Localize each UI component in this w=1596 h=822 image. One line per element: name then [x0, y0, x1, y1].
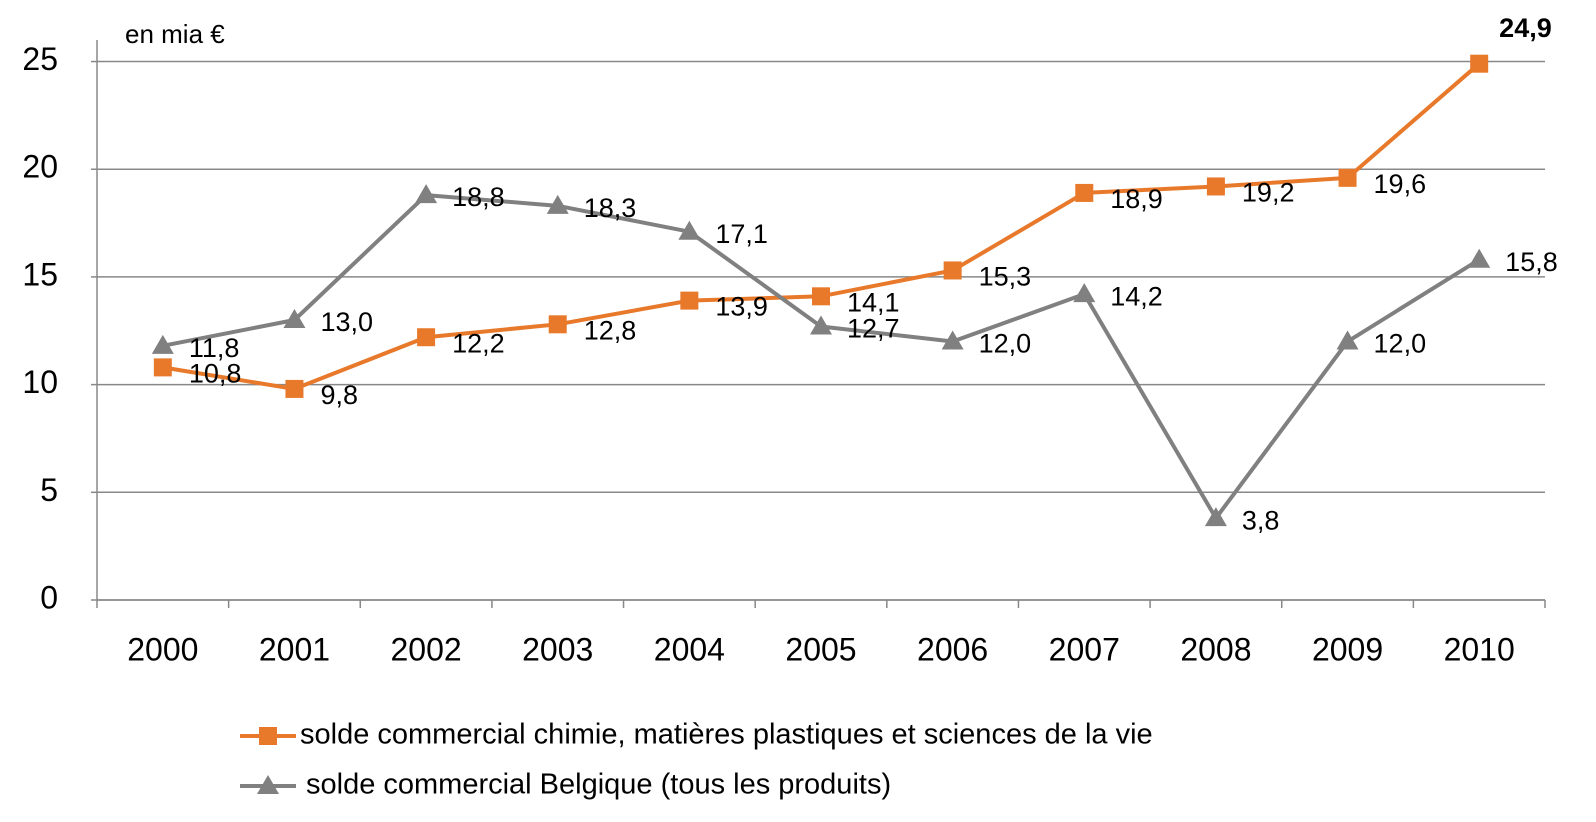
data-label: 24,9 — [1499, 13, 1552, 43]
x-tick-label: 2003 — [522, 631, 593, 667]
marker — [283, 309, 306, 328]
marker — [1073, 283, 1096, 303]
data-label: 15,8 — [1505, 247, 1558, 277]
marker — [1468, 248, 1491, 268]
x-tick-label: 2000 — [127, 631, 198, 667]
data-label: 12,8 — [584, 315, 637, 345]
marker — [548, 315, 567, 334]
data-label: 10,8 — [189, 359, 242, 389]
legend-marker — [257, 775, 279, 794]
marker — [1204, 507, 1227, 527]
data-label: 12,0 — [1374, 329, 1427, 359]
marker — [943, 261, 962, 280]
x-tick-label: 2007 — [1049, 631, 1120, 667]
x-tick-label: 2002 — [390, 631, 461, 667]
legend-label: solde commercial Belgique (tous les prod… — [306, 769, 891, 801]
data-label: 14,2 — [1110, 281, 1163, 311]
data-label: 18,3 — [584, 193, 637, 223]
x-tick-label: 2006 — [917, 631, 988, 667]
series-line — [162, 62, 1481, 391]
data-label: 19,2 — [1242, 178, 1295, 208]
data-label: 18,9 — [1110, 184, 1163, 214]
y-tick-label: 20 — [22, 149, 58, 185]
data-label: 14,1 — [847, 287, 900, 317]
data-label: 13,9 — [715, 292, 768, 322]
unit-annotation: en mia € — [125, 19, 225, 49]
data-label: 17,1 — [715, 219, 768, 249]
x-tick-label: 2008 — [1180, 631, 1251, 667]
marker — [941, 330, 964, 350]
marker — [1206, 177, 1225, 196]
marker — [810, 315, 832, 335]
legend-label: solde commercial chimie, matières plasti… — [300, 719, 1153, 751]
x-tick-label: 2010 — [1444, 631, 1515, 667]
y-tick-label: 5 — [40, 472, 58, 508]
data-label: 11,8 — [189, 333, 240, 363]
series-line — [162, 193, 1481, 521]
x-tick-label: 2009 — [1312, 631, 1383, 667]
marker — [415, 184, 438, 204]
y-tick-label: 15 — [22, 256, 58, 292]
marker — [417, 328, 436, 347]
marker — [1470, 54, 1489, 73]
x-tick-label: 2001 — [259, 631, 330, 667]
data-label: 12,7 — [847, 314, 900, 344]
marker — [680, 291, 699, 310]
data-label: 15,3 — [979, 262, 1032, 292]
marker — [151, 334, 174, 354]
marker — [546, 194, 569, 214]
data-label: 13,0 — [320, 307, 373, 337]
marker — [285, 379, 304, 398]
data-label: 18,8 — [452, 182, 505, 212]
y-tick-label: 0 — [40, 579, 58, 615]
y-tick-label: 25 — [22, 41, 58, 77]
marker — [678, 220, 701, 240]
marker — [812, 287, 830, 306]
x-tick-label: 2004 — [654, 631, 725, 667]
data-label: 19,6 — [1374, 169, 1427, 199]
data-label: 3,8 — [1242, 505, 1280, 535]
data-label: 12,0 — [979, 329, 1032, 359]
marker — [1336, 330, 1359, 350]
y-tick-label: 10 — [22, 364, 58, 400]
legend-marker — [259, 727, 277, 745]
marker — [1338, 168, 1357, 187]
marker — [153, 358, 172, 377]
x-tick-label: 2005 — [785, 631, 856, 667]
marker — [1075, 183, 1094, 202]
data-label: 12,2 — [452, 328, 505, 358]
data-label: 9,8 — [320, 380, 358, 410]
